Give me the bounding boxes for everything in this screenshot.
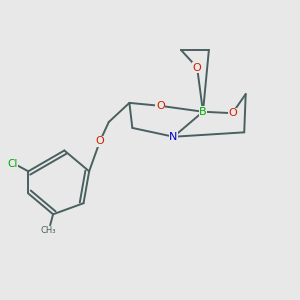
Text: CH₃: CH₃	[41, 226, 56, 235]
Text: O: O	[193, 63, 202, 73]
Text: Cl: Cl	[7, 159, 17, 169]
Text: O: O	[228, 108, 237, 118]
Text: B: B	[199, 107, 207, 117]
Text: N: N	[169, 132, 178, 142]
Text: O: O	[156, 101, 165, 111]
Text: O: O	[96, 136, 104, 146]
